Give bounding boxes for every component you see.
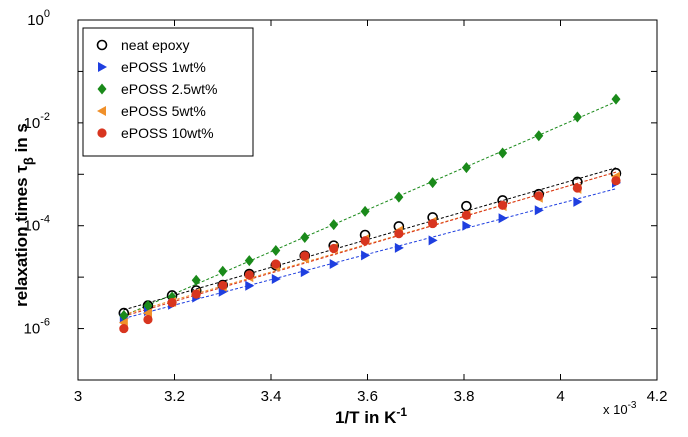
data-point [329,219,339,231]
x-tick-label: 4.2 [647,388,668,405]
fit-line [123,167,617,311]
data-point [300,251,310,261]
data-point [98,62,107,72]
data-point [245,280,255,291]
data-point [461,162,471,174]
data-point [143,314,153,325]
x-tick-label: 3 [74,388,82,405]
legend-entry: ePOSS 5wt% [97,103,206,119]
data-point [361,250,371,261]
x-tick-label: 3.8 [454,388,475,405]
legend-entry: ePOSS 1wt% [98,59,206,75]
data-point [572,111,582,123]
data-point [119,323,129,334]
data-point [428,177,438,189]
legend-label: ePOSS 10wt% [121,125,214,141]
data-point [271,274,281,285]
axis-ticks [77,19,658,381]
y-tick-label: 10-2 [24,111,50,132]
legend-label: ePOSS 1wt% [121,59,206,75]
y-tick-labels: 100 10-2 10-4 10-6 [24,8,50,338]
x-tick-label: 4 [556,388,564,405]
data-point [271,259,281,269]
x-tick-label: 3.6 [357,388,378,405]
data-point [534,130,544,142]
data-point [394,191,404,203]
data-point [300,231,310,243]
y-tick-label: 100 [27,8,50,29]
x-tick-label: 3.2 [164,388,185,405]
y-axis-title: relaxation times τβ in s [12,123,36,307]
data-point [428,218,438,229]
data-point [143,300,153,312]
data-point [611,93,621,105]
data-point [428,235,438,246]
data-point [394,229,404,239]
data-point [573,196,583,207]
data-point [191,274,201,286]
data-point [119,309,129,321]
data-point [611,176,621,186]
data-point [498,147,508,159]
data-point [244,255,254,267]
y-tick-label: 10-6 [24,317,50,338]
legend-label: ePOSS 5wt% [121,103,206,119]
data-point [97,128,107,138]
data-point [97,106,106,116]
series-markers [119,176,621,334]
x-axis-title: 1/T in K-1 [335,405,407,427]
data-point [360,205,370,217]
data-point [360,236,370,246]
data-point [218,280,228,291]
x-tick-labels: 3 3.2 3.4 3.6 3.8 4 4.2 [74,388,668,405]
data-point [300,267,310,278]
data-point [572,183,582,193]
series-markers [119,93,621,321]
data-point [329,259,339,270]
data-point [462,220,472,231]
legend: neat epoxy ePOSS 1wt% ePOSS 2.5wt% ePOSS 5w… [82,27,254,157]
data-point [244,270,254,280]
legend-label: ePOSS 2.5wt% [121,81,218,97]
data-point [167,297,177,308]
fit-line [123,101,617,317]
data-point [218,265,228,277]
x-multiplier: x 10-3 [603,400,637,417]
data-point [498,200,508,210]
data-point [461,210,472,220]
legend-entry: neat epoxy [96,37,190,53]
data-point [191,289,201,299]
data-point [329,243,339,254]
legend-box [82,27,254,157]
data-point [394,242,404,253]
data-point [96,39,108,51]
data-markers [118,93,622,334]
data-point [534,205,544,216]
data-point [498,213,508,224]
y-tick-label: 10-4 [24,214,50,235]
data-point [97,83,107,95]
data-point [271,244,281,256]
legend-entry: ePOSS 2.5wt% [97,81,218,97]
data-point [534,191,544,201]
legend-label: neat epoxy [121,37,190,53]
x-tick-label: 3.4 [261,388,282,405]
legend-entry: ePOSS 10wt% [97,125,214,141]
